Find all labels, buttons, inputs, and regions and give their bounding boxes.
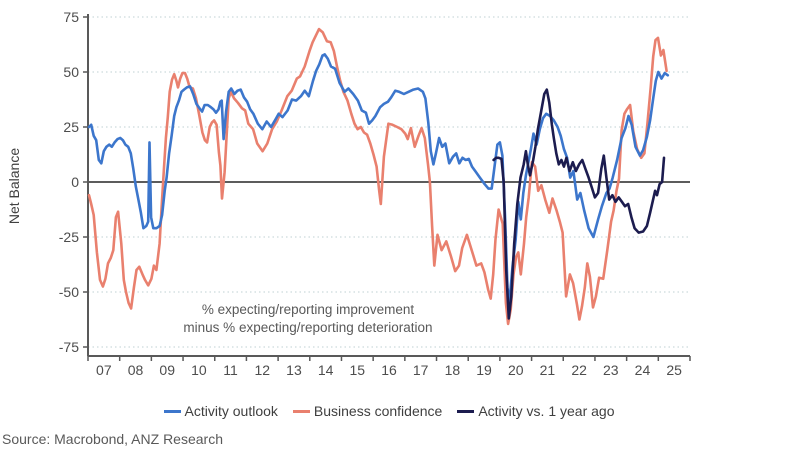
svg-text:25: 25 (63, 119, 79, 135)
svg-text:10: 10 (191, 362, 207, 378)
svg-text:23: 23 (603, 362, 619, 378)
svg-text:-25: -25 (59, 229, 79, 245)
legend-label: Business confidence (313, 403, 443, 419)
annotation-line-1: % expecting/reporting improvement (201, 302, 415, 317)
legend-item-business-confidence: Business confidence (292, 403, 443, 419)
svg-text:11: 11 (223, 362, 238, 378)
legend-label: Activity vs. 1 year ago (478, 403, 615, 419)
svg-text:17: 17 (413, 362, 429, 378)
chart-legend: Activity outlook Business confidence Act… (88, 403, 690, 419)
series-activity-vs-1-year-ago (492, 88, 666, 320)
svg-text:14: 14 (318, 362, 334, 378)
y-axis-title: Net Balance (6, 148, 22, 224)
series-activity-outlook (87, 53, 670, 305)
svg-text:19: 19 (476, 362, 492, 378)
svg-text:07: 07 (96, 362, 112, 378)
svg-text:18: 18 (445, 362, 461, 378)
svg-text:21: 21 (540, 362, 556, 378)
svg-text:16: 16 (381, 362, 397, 378)
svg-text:15: 15 (350, 362, 366, 378)
activity-vs-1-year-ago-swatch-icon (457, 409, 475, 413)
legend-item-activity-vs-1-year-ago: Activity vs. 1 year ago (457, 403, 614, 419)
svg-text:-75: -75 (59, 339, 79, 355)
axes: 75 50 25 0 -25 -50 -75 07 08 09 10 11 12 13 14 15 16 17 18… (59, 9, 691, 378)
legend-item-activity-outlook: Activity outlook (163, 403, 278, 419)
annotation-line-2: minus % expecting/reporting deterioratio… (183, 320, 433, 335)
legend-label: Activity outlook (184, 403, 278, 419)
svg-text:08: 08 (128, 362, 144, 378)
svg-text:22: 22 (571, 362, 587, 378)
svg-text:0: 0 (71, 174, 79, 190)
series-business-confidence (87, 27, 668, 326)
chart-annotation: % expecting/reporting improvement minus … (158, 301, 458, 337)
svg-text:50: 50 (63, 64, 79, 80)
svg-text:13: 13 (286, 362, 302, 378)
source-attribution: Source: Macrobond, ANZ Research (2, 431, 223, 447)
svg-text:20: 20 (508, 362, 524, 378)
data-series (87, 27, 670, 326)
line-chart: 75 50 25 0 -25 -50 -75 07 08 09 10 11 12 13 14 15 16 17 18… (6, 9, 691, 378)
svg-text:25: 25 (666, 362, 682, 378)
business-confidence-swatch-icon (292, 409, 310, 413)
svg-text:-50: -50 (59, 284, 79, 300)
svg-text:24: 24 (635, 362, 651, 378)
svg-text:09: 09 (159, 362, 175, 378)
svg-text:12: 12 (254, 362, 270, 378)
activity-outlook-swatch-icon (163, 409, 181, 413)
svg-text:75: 75 (63, 9, 79, 25)
